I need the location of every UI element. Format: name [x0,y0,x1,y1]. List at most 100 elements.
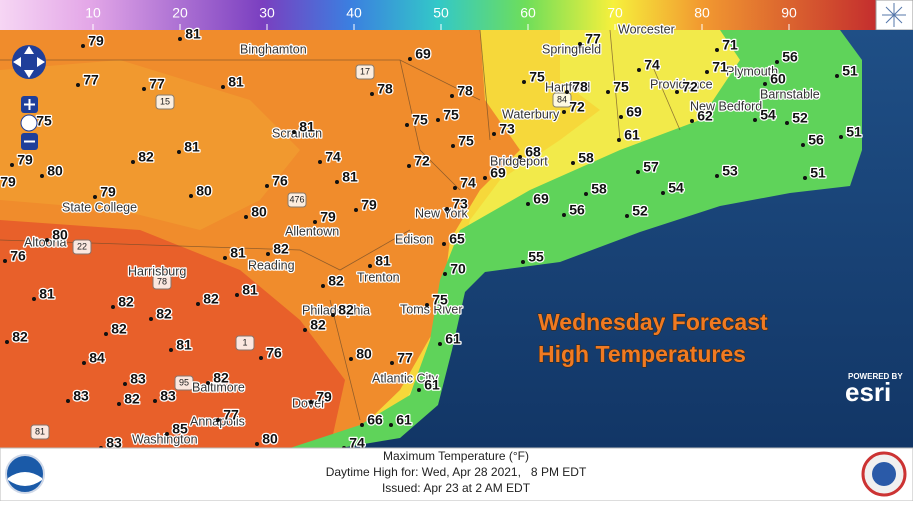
city-label: Waterbury [502,107,560,121]
globe-button[interactable] [20,114,38,132]
station-dot [142,87,146,91]
station-dot [169,348,173,352]
city-label: Reading [248,258,295,272]
station-dot [565,90,569,94]
station-dot [111,305,115,309]
station-dot [438,342,442,346]
station-dot [177,150,181,154]
station-dot [81,44,85,48]
temperature-label: 77 [149,76,165,92]
station-dot [492,132,496,136]
station-dot [10,163,14,167]
temperature-label: 75 [443,107,459,123]
highway-number: 81 [35,426,45,436]
city-label: Washington [132,432,198,446]
city-label: Springfield [542,42,601,56]
station-dot [349,357,353,361]
station-dot [617,138,621,142]
temperature-label: 79 [88,33,104,49]
temperature-label: 83 [160,388,176,404]
esri-logo: esri [845,377,891,407]
temperature-label: 77 [83,72,99,88]
station-dot [66,399,70,403]
overlay-subtitle: High Temperatures [538,341,746,367]
station-dot [763,82,767,86]
highway-number: 17 [360,66,370,76]
station-dot [131,160,135,164]
temperature-label: 82 [156,306,172,322]
station-dot [259,356,263,360]
station-dot [178,37,182,41]
station-dot [637,68,641,72]
highway-shield [155,94,175,110]
city-label: Baltimore [192,380,245,394]
city-label: Scranton [272,126,322,140]
land-hot [0,220,345,448]
station-dot [223,256,227,260]
temperature-label: 81 [375,253,391,269]
temperature-label: 82 [124,391,140,407]
station-dot [221,85,225,89]
station-dot [483,176,487,180]
temperature-label: 71 [712,59,728,75]
highway-number: 1 [242,337,247,347]
temperature-label: 79 [320,209,336,225]
legend-tick-label: 80 [694,5,710,21]
temperature-label: 69 [415,46,431,62]
pan-control[interactable] [12,45,46,79]
station-dot [445,207,449,211]
temperature-label: 57 [643,159,659,175]
zoom-in-icon [24,99,35,110]
temperature-label: 54 [668,180,684,196]
station-dot [442,242,446,246]
highway-number: 15 [160,96,170,106]
temperature-label: 79 [100,184,116,200]
temperature-label: 79 [361,197,377,213]
temperature-label: 81 [176,337,192,353]
station-dot [390,361,394,365]
city-label: Binghamton [240,42,307,56]
station-dot [235,293,239,297]
station-dot [705,70,709,74]
legend-tick-label: 70 [607,5,623,21]
highway-shield [152,274,172,290]
station-dot [715,174,719,178]
station-dot [368,264,372,268]
temperature-label: 82 [111,321,127,337]
station-dot [584,192,588,196]
temperature-label: 71 [722,37,738,53]
station-dot [117,402,121,406]
temperature-label: 81 [39,286,55,302]
city-label: Barnstable [760,87,820,101]
temperature-label: 73 [452,196,468,212]
temperature-label: 75 [36,113,52,129]
station-dot [408,57,412,61]
station-dot [521,260,525,264]
temperature-label: 82 [213,370,229,386]
station-dot [309,400,313,404]
temperature-label: 53 [722,163,738,179]
station-dot [244,215,248,219]
city-label: New York [415,206,469,220]
station-dot [675,90,679,94]
temperature-label: 83 [73,388,89,404]
powered-by: POWERED BY [848,372,903,381]
temperature-label: 79 [316,389,332,405]
city-label: Plymouth [726,64,778,78]
noaa-logo-wave [8,472,42,486]
temperature-label: 82 [12,329,28,345]
temperature-label: 69 [533,191,549,207]
temperature-label: 68 [525,144,541,160]
station-dot [571,161,575,165]
station-dot [189,194,193,198]
temperature-label: 81 [185,26,201,42]
station-dot [518,155,522,159]
temperature-label: 78 [457,83,473,99]
station-dot [425,303,429,307]
temperature-label: 74 [644,57,660,73]
temperature-label: 81 [299,119,315,135]
temperature-label: 83 [130,371,146,387]
highway-shield [355,64,375,80]
temperature-label: 70 [450,261,466,277]
station-dot [82,361,86,365]
